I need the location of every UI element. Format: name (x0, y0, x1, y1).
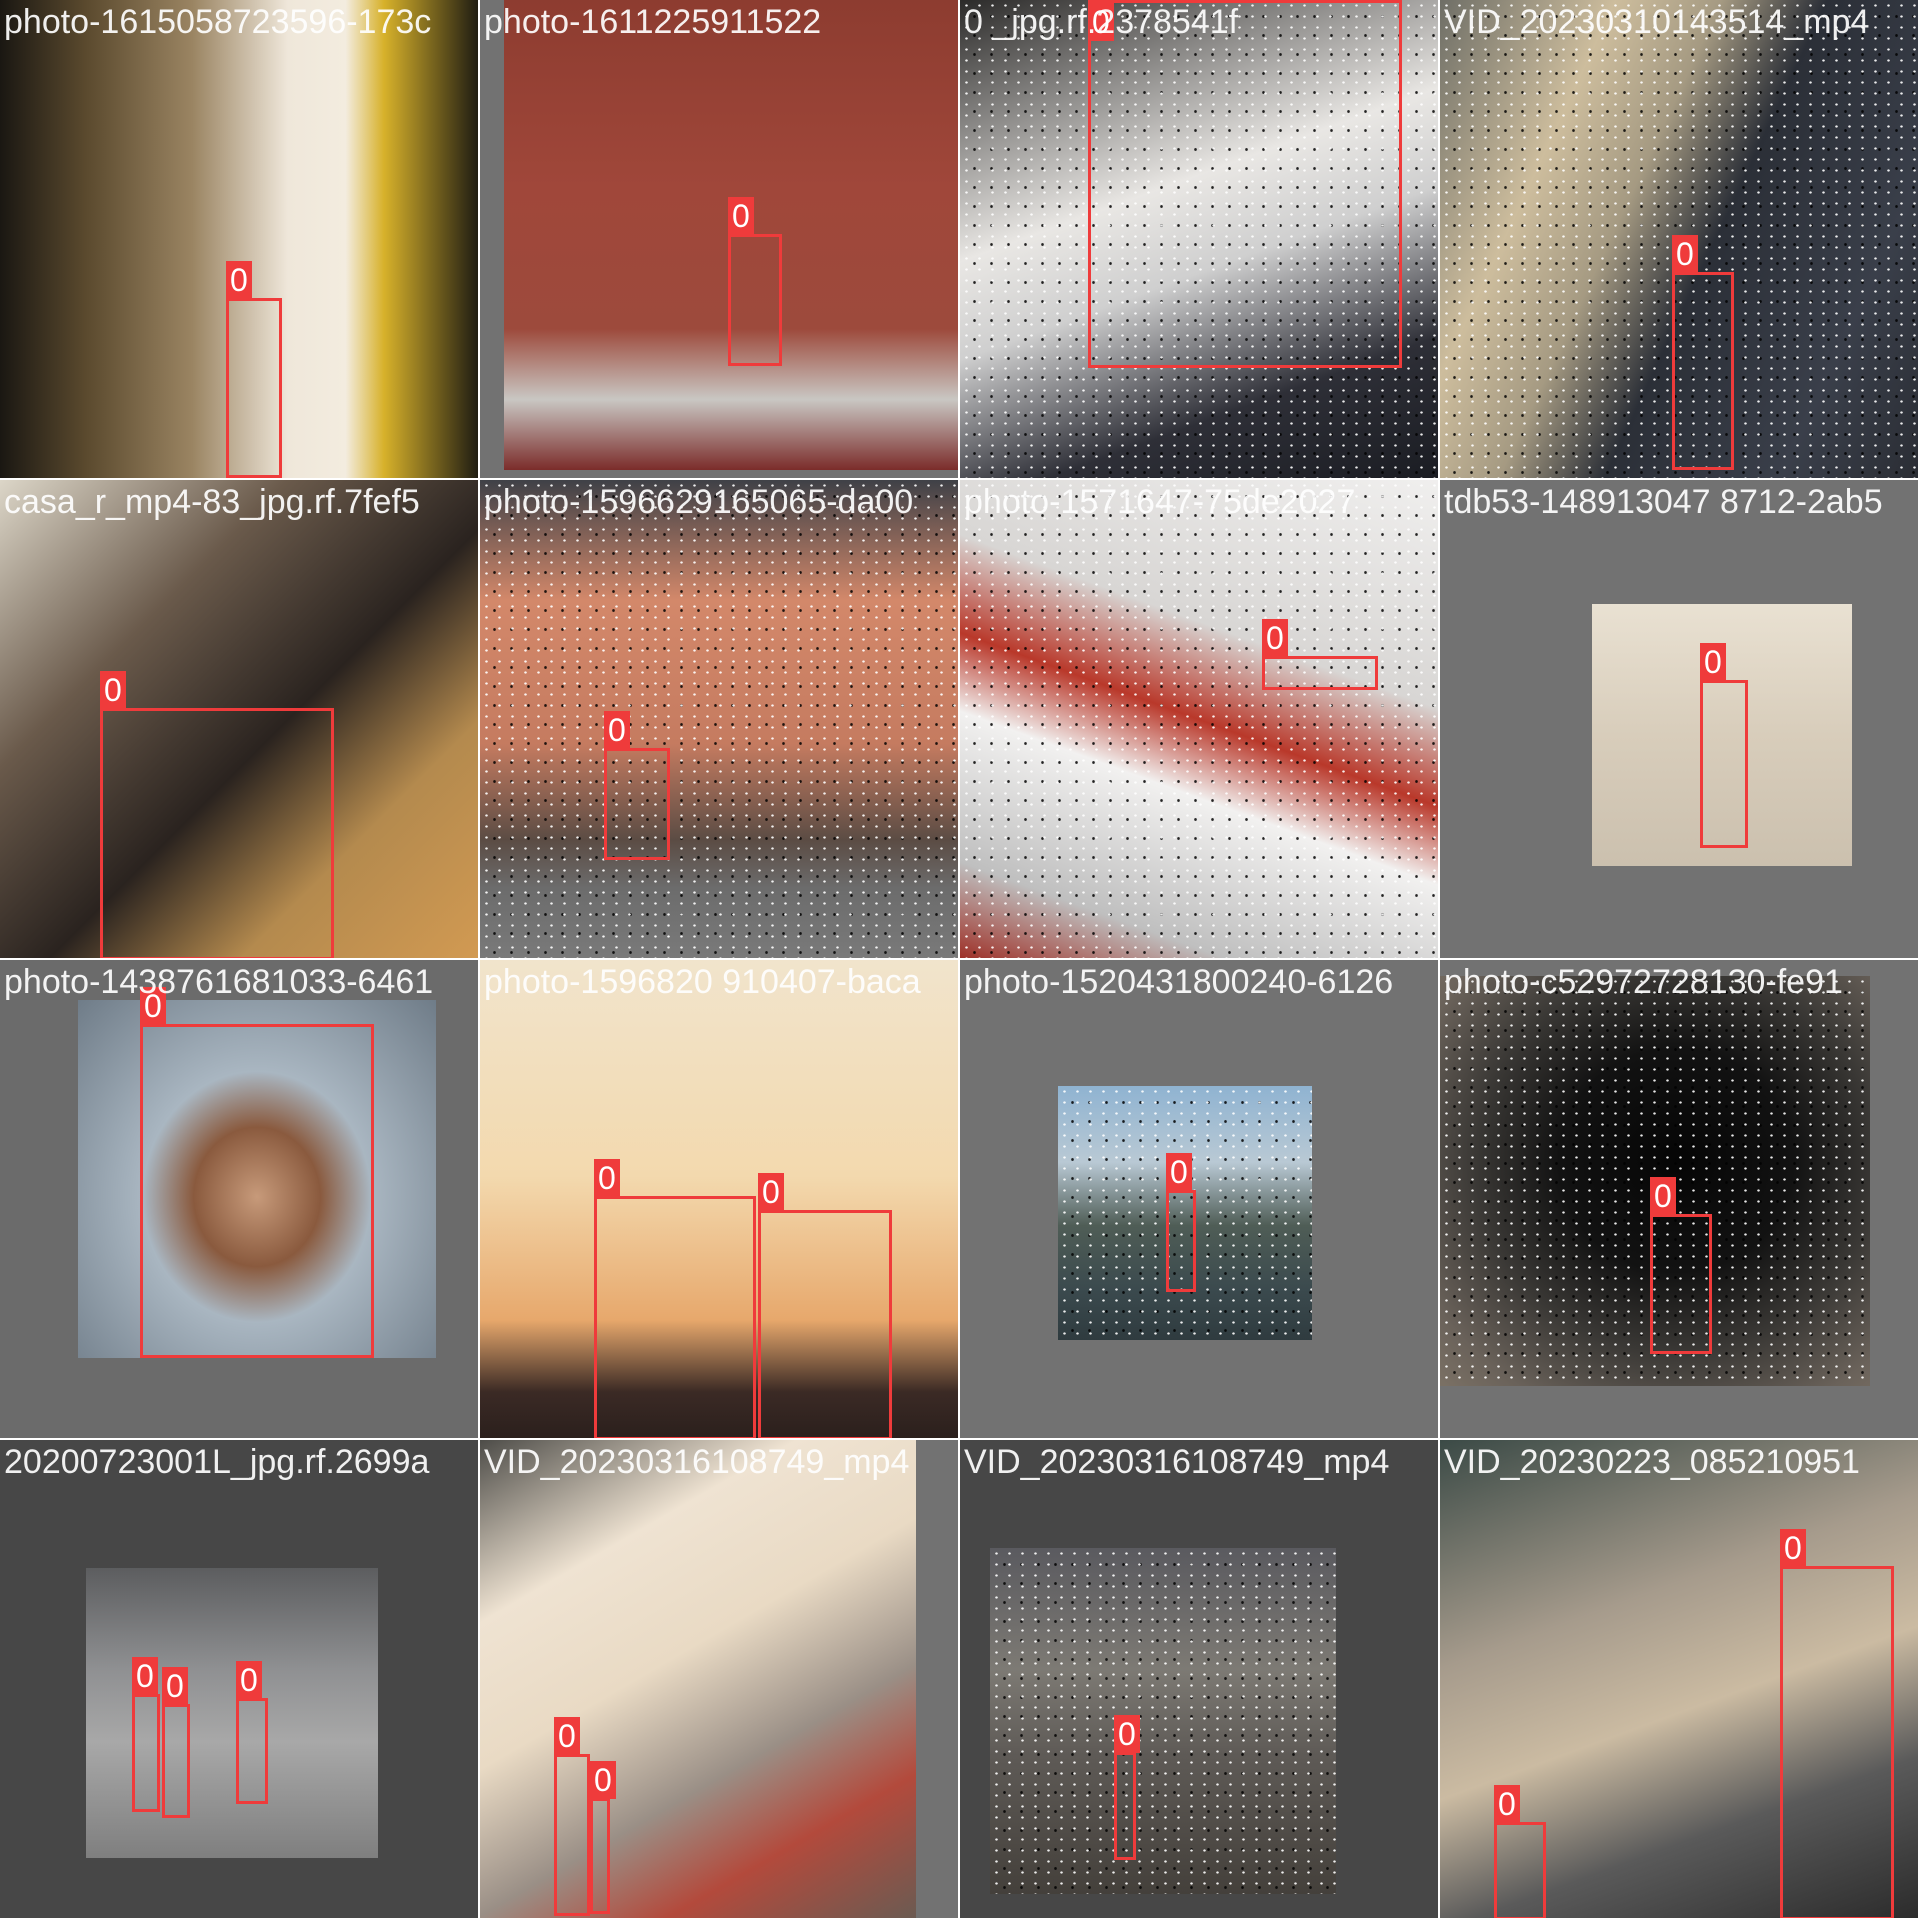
tile-filename: photo-c52972728130-fe91 (1444, 963, 1843, 1001)
tile-filename: casa_r_mp4-83_jpg.rf.7fef5 (4, 483, 420, 521)
detection-box: 0 (226, 261, 282, 478)
tile-filename: photo-1596629165065-da00 (484, 483, 914, 521)
tile-photo (990, 1548, 1336, 1894)
tile-filename: tdb53-148913047 8712-2ab5 (1444, 483, 1883, 521)
tile-filename: photo-1438761681033-6461 (4, 963, 434, 1001)
tile-photo (1440, 1440, 1918, 1918)
detection-box: 0 (604, 711, 670, 860)
tile-filename: photo-1611225911522 (484, 3, 822, 41)
class-label: 0 (1700, 643, 1726, 681)
detection-box: 0 (1780, 1529, 1894, 1918)
class-label: 0 (132, 1657, 158, 1695)
mosaic-tile: 0 0 VID_20230223_085210951 (1440, 1440, 1920, 1920)
mosaic-tile: 0 photo-1520431800240-6126 (960, 960, 1440, 1440)
tile-photo (0, 480, 478, 958)
class-label: 0 (728, 197, 754, 235)
mosaic-tile: 0 casa_r_mp4-83_jpg.rf.7fef5 (0, 480, 480, 960)
mosaic-tile: 0 0 photo-1596820 910407-baca (480, 960, 960, 1440)
tile-photo (480, 960, 958, 1438)
detection-box: 0 (728, 197, 782, 366)
mosaic-tile: 0 VID_20230316108749_mp4 (960, 1440, 1440, 1920)
detection-box: 0 (1262, 619, 1378, 690)
class-label: 0 (140, 987, 166, 1025)
class-label: 0 (1166, 1153, 1192, 1191)
tile-filename: photo-1520431800240-6126 (964, 963, 1394, 1001)
detection-box: 0 (140, 987, 374, 1358)
tile-filename: photo-1615058723596-173c (4, 3, 432, 41)
tile-photo (78, 1000, 436, 1358)
detection-box: 0 (1114, 1715, 1140, 1860)
detection-box: 0 (236, 1661, 268, 1804)
tile-photo (1058, 1086, 1312, 1340)
detection-box: 0 (1494, 1785, 1546, 1918)
tile-photo (86, 1568, 378, 1858)
detection-box: 0 (1650, 1177, 1712, 1354)
detection-box: 0 (1088, 0, 1402, 368)
tile-filename: VID_20230310143514_mp4 (1444, 3, 1870, 41)
class-label: 0 (1262, 619, 1288, 657)
detection-box: 0 (100, 671, 334, 958)
tile-photo (960, 480, 1438, 958)
detection-box: 0 (758, 1173, 892, 1438)
tile-filename: VID_20230316108749_mp4 (964, 1443, 1390, 1481)
tile-photo (960, 0, 1438, 478)
detection-box: 0 (1166, 1153, 1196, 1292)
tile-filename: VID_20230223_085210951 (1444, 1443, 1860, 1481)
mosaic-tile: 0 photo-1615058723596-173c (0, 0, 480, 480)
class-label: 0 (1114, 1715, 1140, 1753)
tile-filename: 20200723001L_jpg.rf.2699a (4, 1443, 430, 1481)
detection-box: 0 (132, 1657, 160, 1812)
mosaic-tile: 0 photo-1438761681033-6461 (0, 960, 480, 1440)
mosaic-tile: 0 photo-c52972728130-fe91 (1440, 960, 1920, 1440)
detection-box: 0 (1700, 643, 1748, 848)
class-label: 0 (1650, 1177, 1676, 1215)
class-label: 0 (590, 1761, 616, 1799)
detection-box: 0 (590, 1761, 616, 1914)
detection-box: 0 (162, 1667, 190, 1818)
tile-photo (480, 480, 958, 958)
mosaic-tile: 0 0 0 20200723001L_jpg.rf.2699a (0, 1440, 480, 1920)
class-label: 0 (594, 1159, 620, 1197)
class-label: 0 (758, 1173, 784, 1211)
class-label: 0 (162, 1667, 188, 1705)
tile-filename: VID_20230316108749_mp4 (484, 1443, 910, 1481)
class-label: 0 (226, 261, 252, 299)
tile-photo (0, 0, 478, 478)
mosaic-tile: 0 VID_20230310143514_mp4 (1440, 0, 1920, 480)
detection-box: 0 (554, 1717, 590, 1916)
mosaic-tile: 0 photo-1571647-75de2027 (960, 480, 1440, 960)
mosaic-tile: 0 photo-1596629165065-da00 (480, 480, 960, 960)
mosaic-tile: 0 tdb53-148913047 8712-2ab5 (1440, 480, 1920, 960)
mosaic-tile: 0 photo-1611225911522 (480, 0, 960, 480)
tile-filename: photo-1596820 910407-baca (484, 963, 921, 1001)
class-label: 0 (236, 1661, 262, 1699)
class-label: 0 (1494, 1785, 1520, 1823)
tile-filename: 0 _jpg.rf.2378541f (964, 3, 1239, 41)
class-label: 0 (100, 671, 126, 709)
class-label: 0 (1088, 3, 1114, 41)
class-label: 0 (604, 711, 630, 749)
detection-box: 0 (1672, 235, 1734, 470)
mosaic-tile: 0 0 VID_20230316108749_mp4 (480, 1440, 960, 1920)
tile-photo (480, 1440, 916, 1918)
class-label: 0 (554, 1717, 580, 1755)
detection-box: 0 (594, 1159, 756, 1438)
tile-filename: photo-1571647-75de2027 (964, 483, 1356, 521)
class-label: 0 (1672, 235, 1698, 273)
class-label: 0 (1780, 1529, 1806, 1567)
